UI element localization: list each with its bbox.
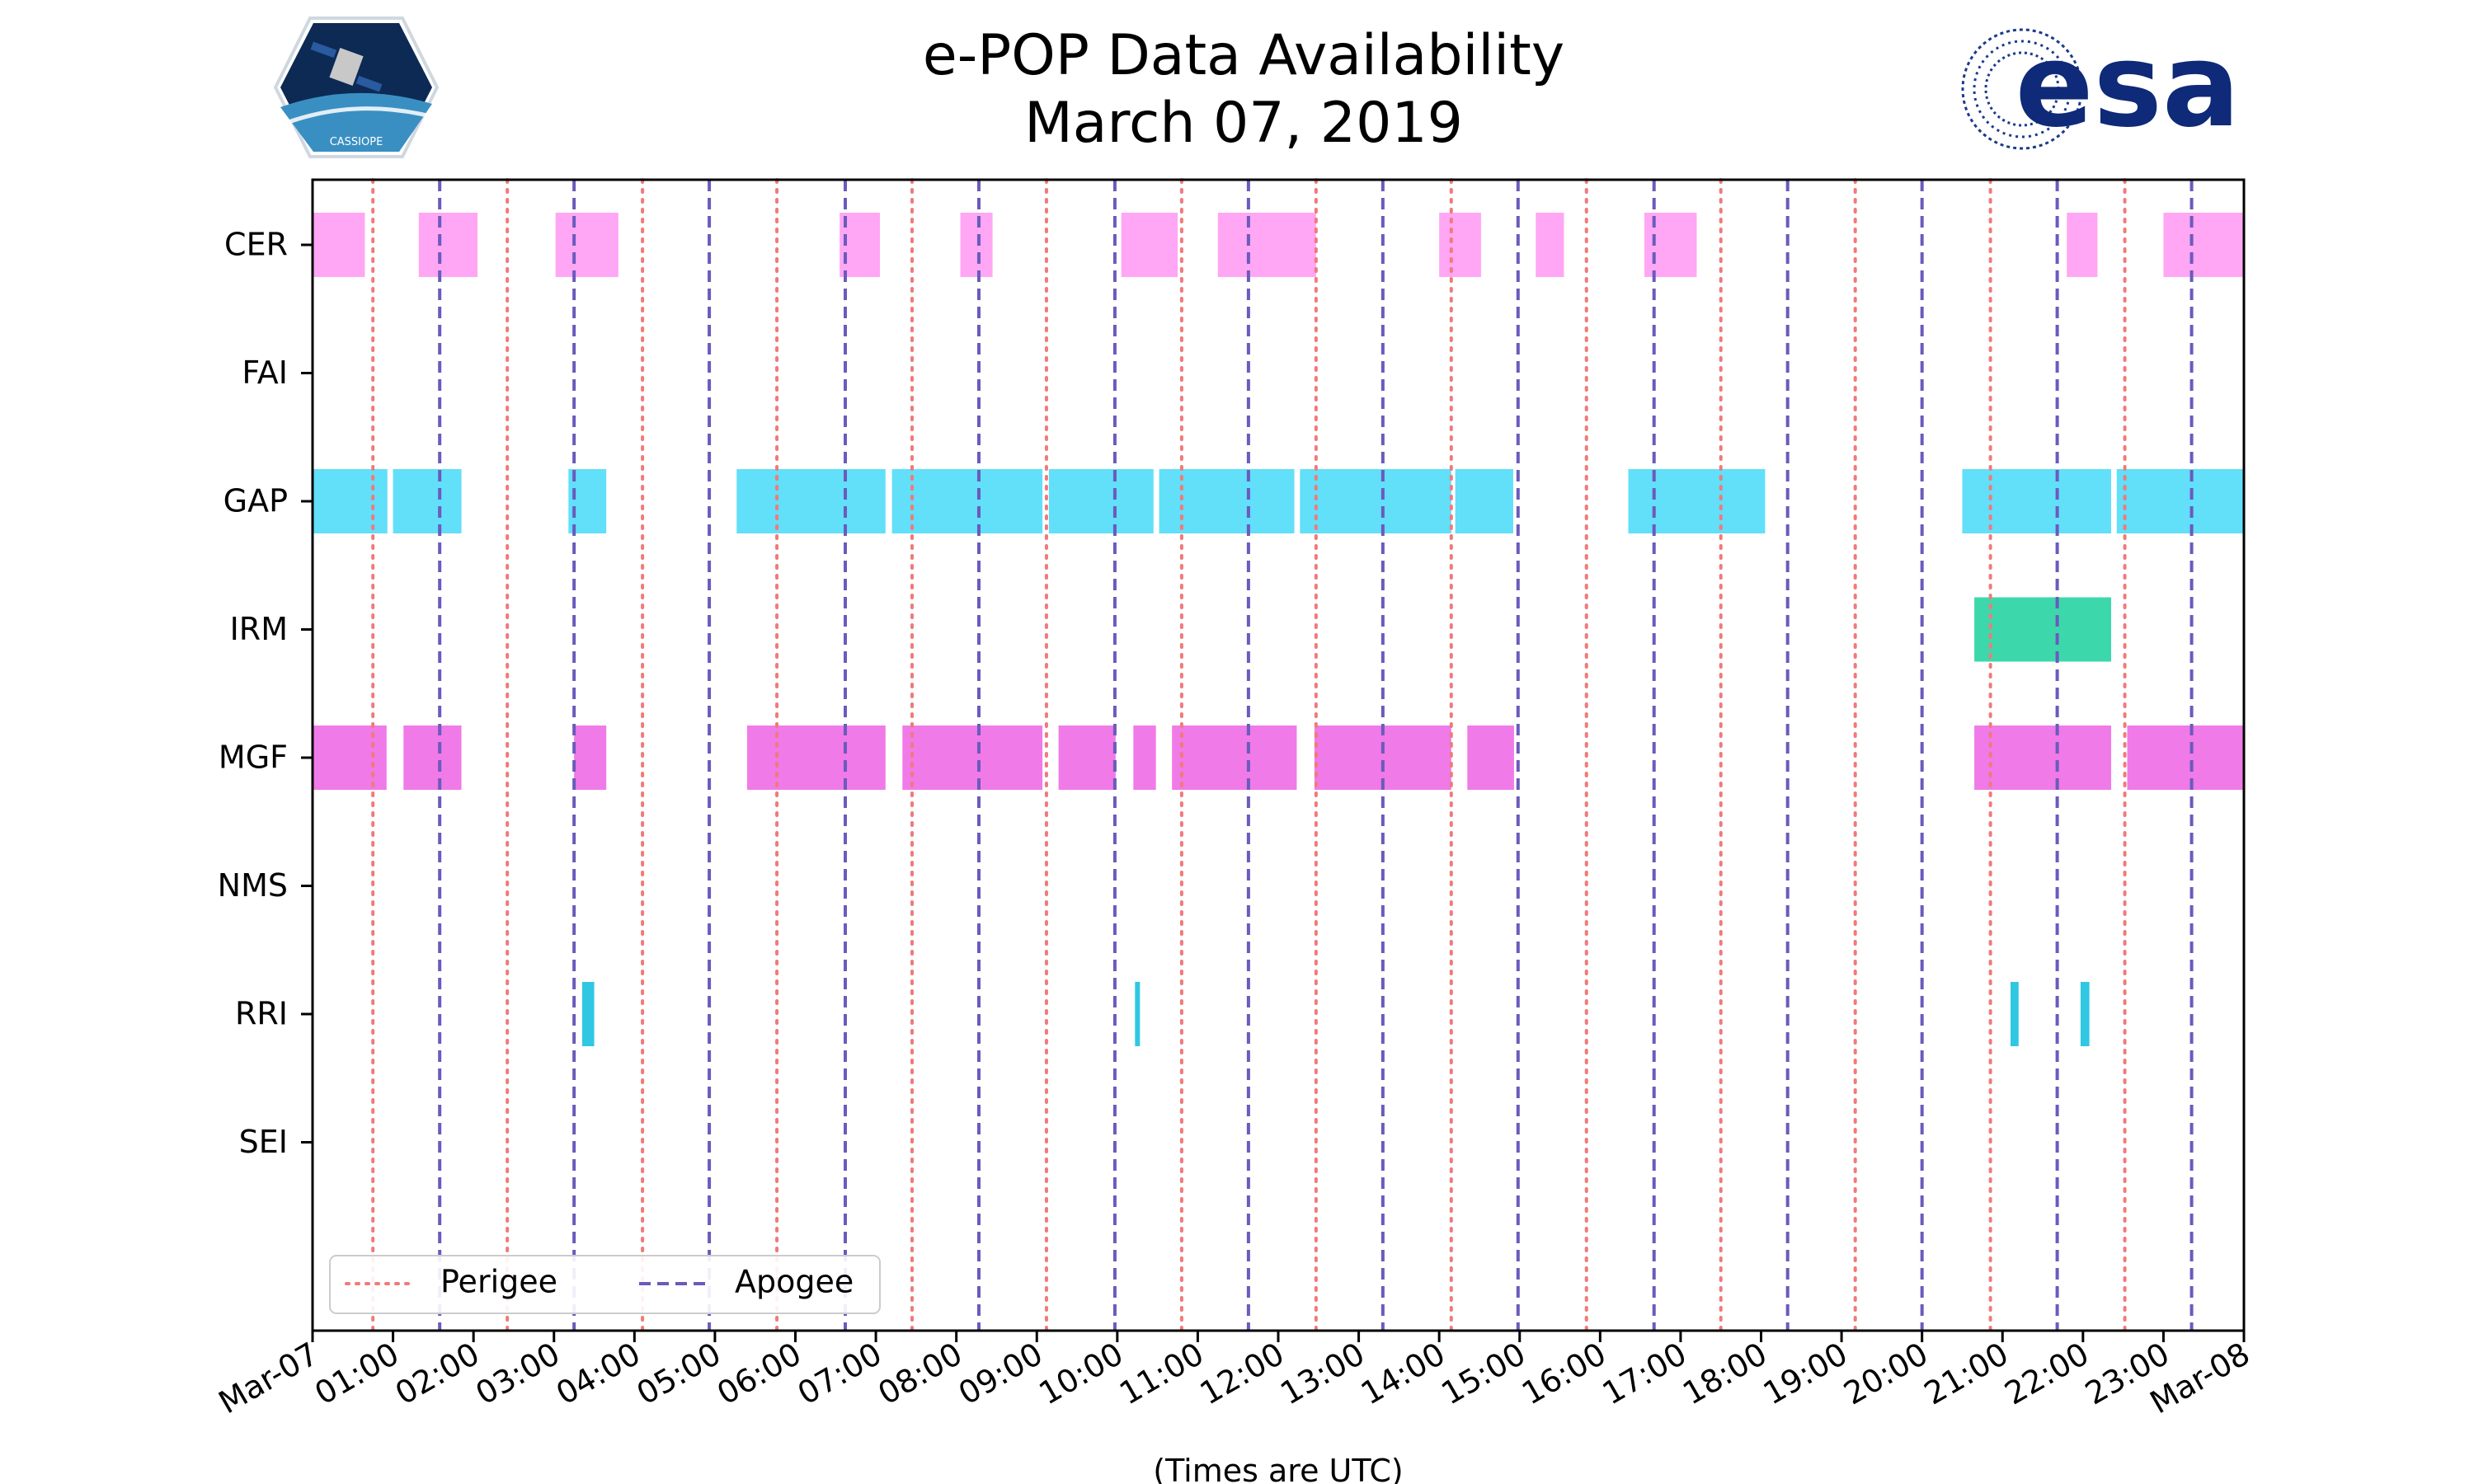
bar-mgf-7 [1172, 726, 1297, 790]
cassiope-logo: CASSIOPE [273, 16, 440, 158]
x-tick-label-12: 12:00 [1194, 1336, 1291, 1412]
bar-gap-9 [1628, 469, 1766, 533]
x-tick-label-7: 07:00 [792, 1336, 888, 1412]
bar-rri-2 [2011, 982, 2019, 1046]
y-tick-label-mgf: MGF [219, 740, 288, 776]
x-tick-label-20: 20:00 [1837, 1336, 1934, 1412]
bar-cer-11 [2163, 213, 2244, 277]
y-tick-label-rri: RRI [235, 996, 288, 1032]
data-bars [313, 213, 2244, 1046]
x-tick-label-1: 01:00 [308, 1336, 405, 1412]
chart-title-line-2: March 07, 2019 [1024, 91, 1463, 156]
y-axis: CER FAI GAP IRM MGF NMS RRI SEI [218, 227, 313, 1160]
x-tick-label-17: 17:00 [1597, 1336, 1693, 1412]
bar-mgf-4 [902, 726, 1043, 790]
bar-mgf-6 [1133, 726, 1156, 790]
x-tick-label-4: 04:00 [550, 1336, 647, 1412]
bar-gap-7 [1300, 469, 1451, 533]
bar-gap-11 [2116, 469, 2244, 533]
bar-rri-3 [2080, 982, 2090, 1046]
y-tick-label-sei: SEI [239, 1124, 288, 1160]
x-tick-label-6: 06:00 [711, 1336, 807, 1412]
bar-cer-9 [1644, 213, 1697, 277]
x-tick-label-21: 21:00 [1918, 1336, 2015, 1412]
bar-cer-0 [313, 213, 365, 277]
bar-gap-3 [736, 469, 886, 533]
bar-mgf-11 [2127, 726, 2244, 790]
x-tick-label-3: 03:00 [469, 1336, 566, 1412]
bar-gap-10 [1962, 469, 2111, 533]
bar-mgf-2 [574, 726, 607, 790]
x-tick-label-22: 22:00 [1998, 1336, 2095, 1412]
x-tick-label-13: 13:00 [1274, 1336, 1371, 1412]
legend: Perigee Apogee [329, 1255, 881, 1314]
x-tick-label-10: 10:00 [1032, 1336, 1129, 1412]
orbit-lines [371, 178, 2194, 1332]
y-tick-label-cer: CER [224, 227, 288, 263]
bar-cer-7 [1439, 213, 1481, 277]
y-tick-label-nms: NMS [218, 867, 288, 904]
esa-logo-text: esa [2015, 19, 2241, 153]
x-tick-label-16: 16:00 [1516, 1336, 1612, 1412]
cassiope-logo-text: CASSIOPE [330, 136, 383, 148]
x-tick-label-11: 11:00 [1113, 1336, 1210, 1412]
bar-gap-0 [313, 469, 388, 533]
x-tick-label-8: 08:00 [872, 1336, 968, 1412]
bar-rri-0 [581, 982, 595, 1046]
bar-cer-10 [2067, 213, 2098, 277]
bar-mgf-0 [313, 726, 387, 790]
bar-mgf-5 [1058, 726, 1116, 790]
esa-logo: esa [1961, 19, 2241, 153]
legend-apogee-label: Apogee [735, 1264, 854, 1300]
bar-cer-4 [960, 213, 993, 277]
bar-irm-0 [1974, 597, 2111, 662]
legend-perigee-label: Perigee [440, 1264, 557, 1300]
x-tick-label-18: 18:00 [1677, 1336, 1773, 1412]
x-tick-label-2: 02:00 [389, 1336, 486, 1412]
y-tick-label-irm: IRM [230, 611, 288, 647]
x-tick-label-19: 19:00 [1757, 1336, 1854, 1412]
x-tick-label-15: 15:00 [1435, 1336, 1531, 1412]
chart-title-line-1: e-POP Data Availability [923, 23, 1564, 88]
bar-cer-6 [1217, 213, 1316, 277]
y-tick-label-gap: GAP [223, 483, 288, 519]
bar-cer-2 [555, 213, 618, 277]
bar-gap-4 [891, 469, 1043, 533]
bar-mgf-9 [1467, 726, 1514, 790]
y-tick-label-fai: FAI [242, 355, 288, 391]
bar-gap-1 [393, 469, 462, 533]
x-tick-label-14: 14:00 [1355, 1336, 1451, 1412]
legend-box [329, 1255, 881, 1314]
x-tick-label-9: 09:00 [952, 1336, 1049, 1412]
bar-rri-1 [1135, 982, 1141, 1046]
bar-mgf-3 [746, 726, 886, 790]
bar-cer-1 [418, 213, 478, 277]
bar-cer-8 [1536, 213, 1564, 277]
bar-gap-6 [1159, 469, 1295, 533]
bar-gap-5 [1048, 469, 1154, 533]
x-axis: Mar-0701:0002:0003:0004:0005:0006:0007:0… [213, 1331, 2256, 1421]
x-tick-label-0: Mar-07 [213, 1336, 325, 1421]
bar-cer-5 [1121, 213, 1178, 277]
x-axis-label: (Times are UTC) [1153, 1453, 1403, 1484]
x-tick-label-5: 05:00 [631, 1336, 727, 1412]
bar-gap-8 [1455, 469, 1513, 533]
bar-mgf-10 [1974, 726, 2111, 790]
bar-mgf-1 [403, 726, 462, 790]
